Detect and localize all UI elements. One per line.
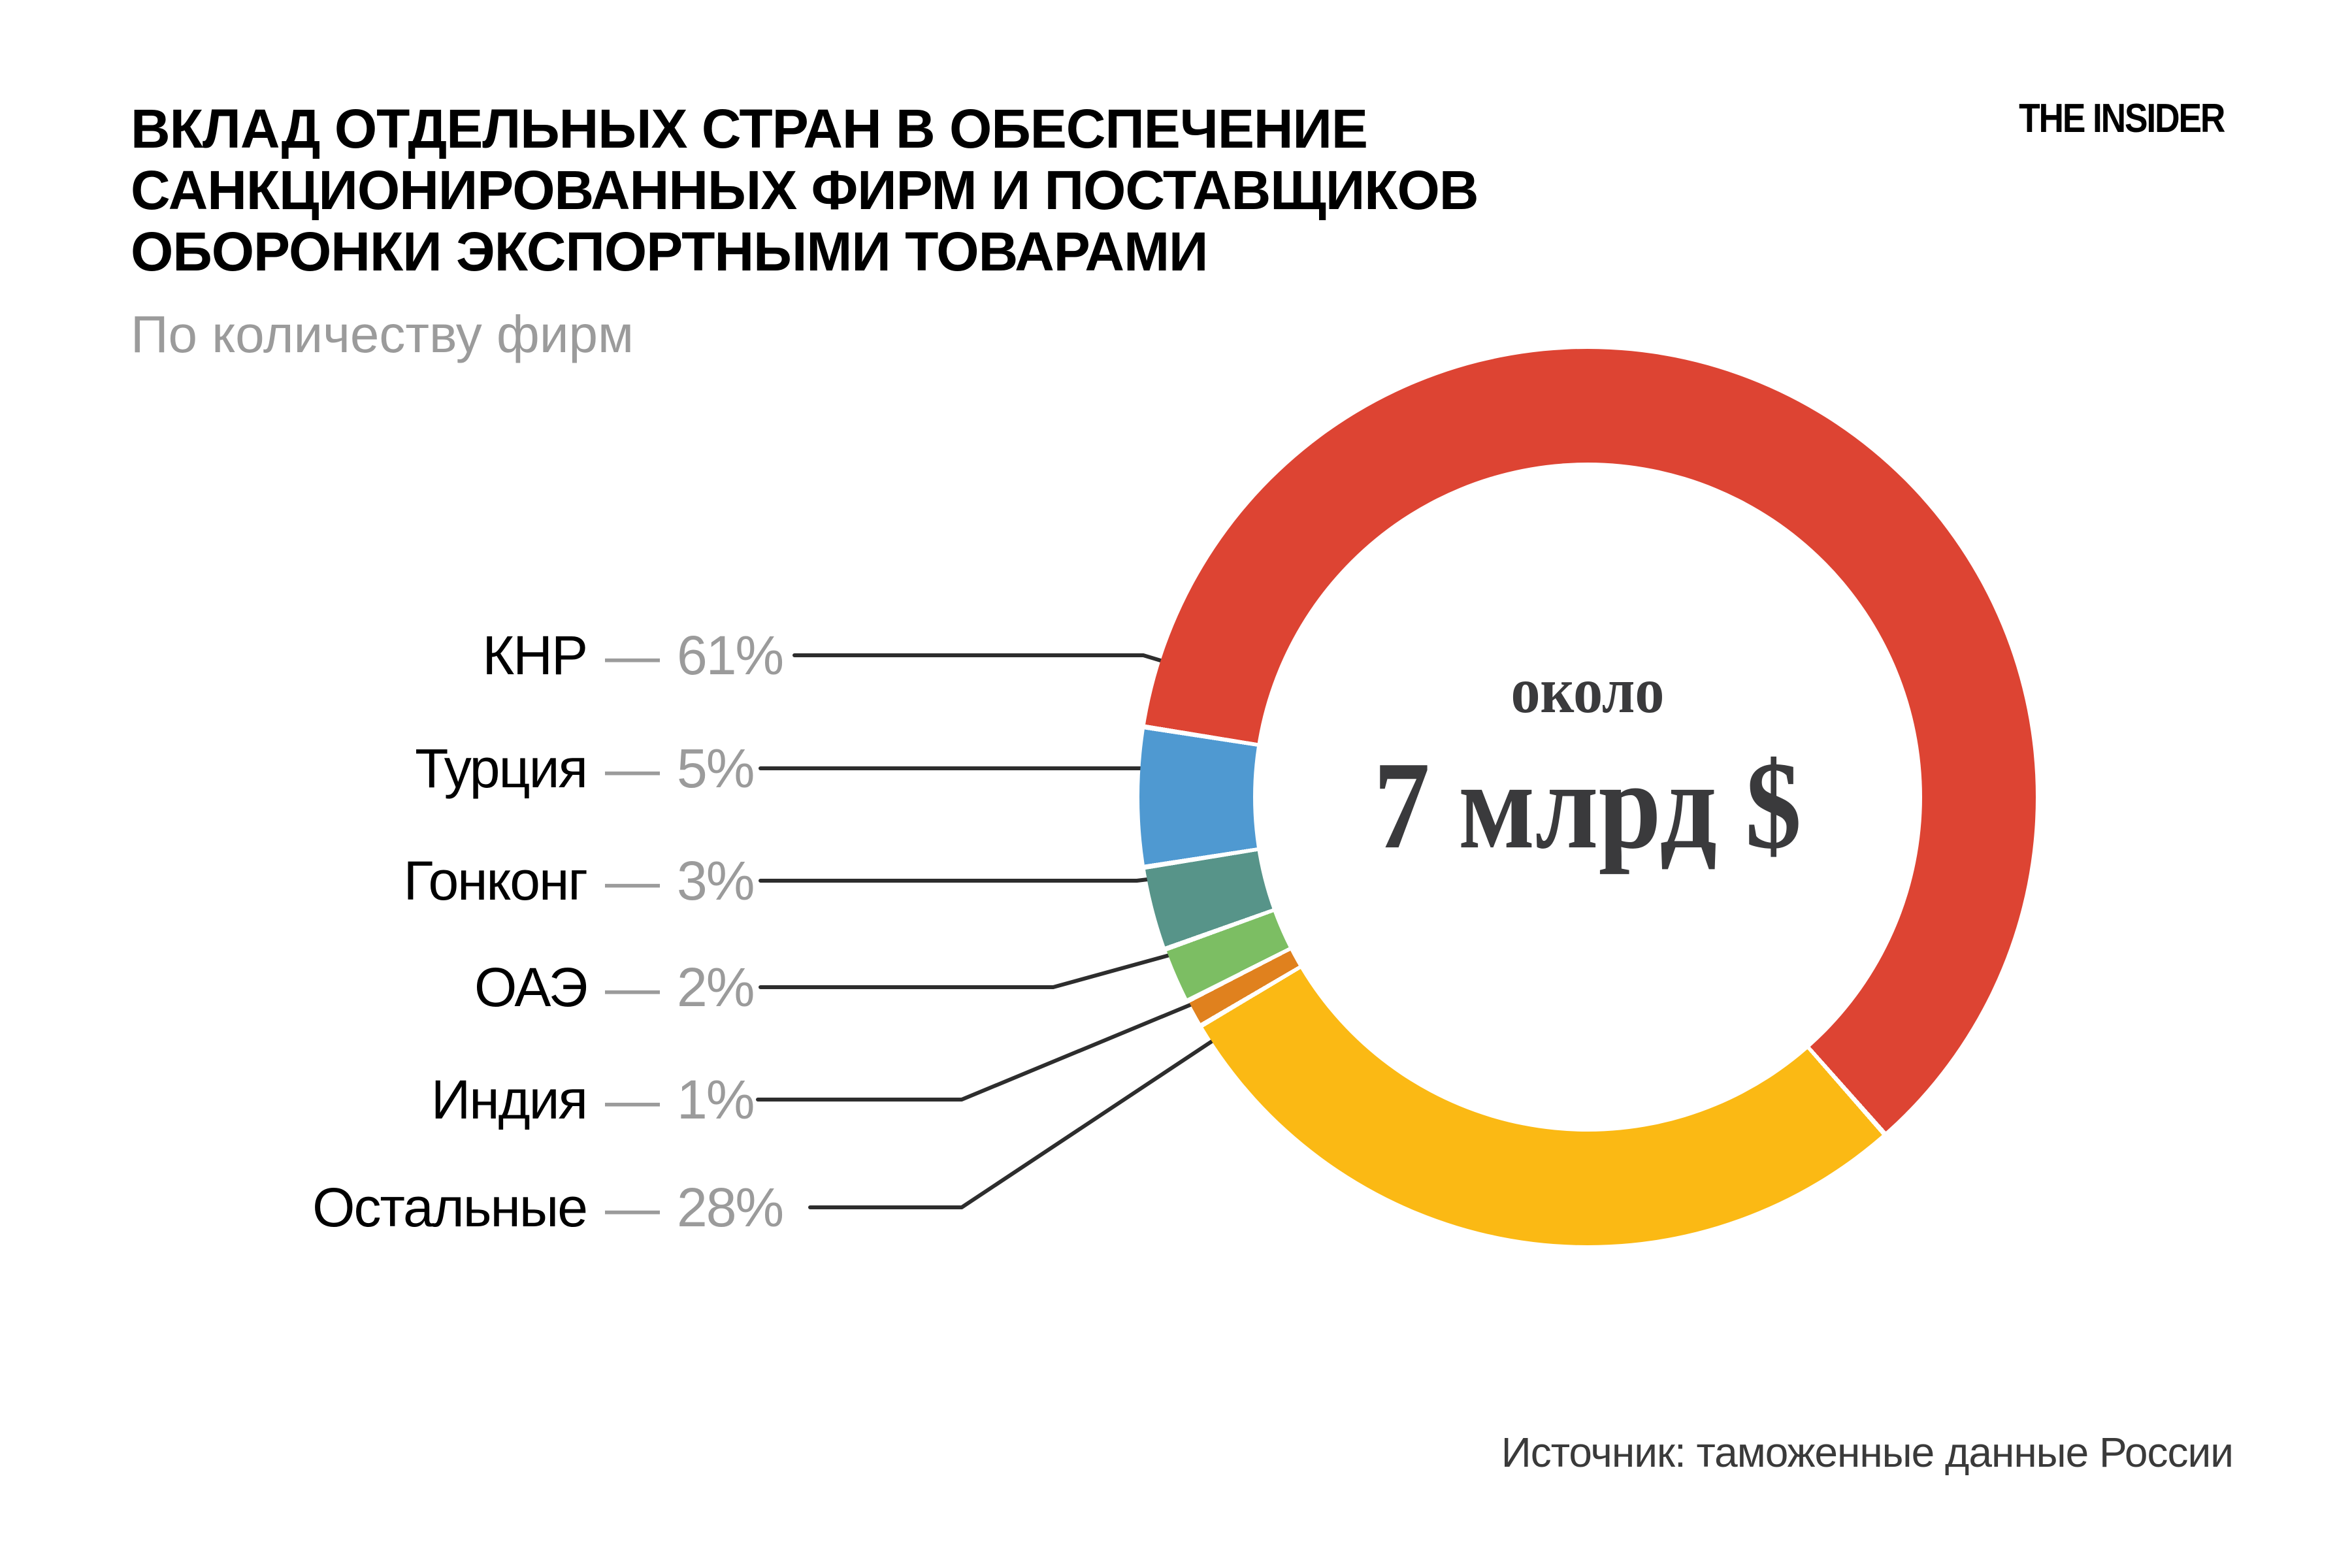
legend-label: Остальные bbox=[312, 1176, 588, 1238]
legend-row-uae: ОАЭ — 2% bbox=[125, 948, 802, 1026]
page-title-line-2: САНКЦИОНИРОВАННЫХ ФИРМ И ПОСТАВЩИКОВ bbox=[131, 159, 1478, 221]
leader-line-others bbox=[808, 1004, 1267, 1209]
donut-center-value: 7 млрд $ bbox=[1373, 736, 1802, 875]
legend-dash: — bbox=[605, 956, 660, 1018]
leader-line-uae bbox=[759, 936, 1233, 989]
legend-label: Турция bbox=[415, 737, 588, 799]
brand-logo: THE INSIDER bbox=[2018, 96, 2225, 141]
leader-line-india bbox=[756, 981, 1246, 1102]
leader-line-knr bbox=[792, 653, 1204, 675]
legend-value: 3% bbox=[677, 849, 755, 911]
legend-label: Индия bbox=[431, 1068, 588, 1130]
page-title-line-1: ВКЛАД ОТДЕЛЬНЫХ СТРАН В ОБЕСПЕЧЕНИЕ bbox=[131, 98, 1368, 159]
legend-row-india: Индия — 1% bbox=[125, 1060, 802, 1139]
legend-value: 61% bbox=[677, 624, 784, 686]
legend-value: 1% bbox=[677, 1068, 755, 1130]
chart-subtitle: По количеству фирм bbox=[131, 305, 634, 363]
source-caption: Источник: таможенные данные России bbox=[1501, 1429, 2234, 1476]
legend-row-turkey: Турция — 5% bbox=[125, 729, 802, 808]
legend-dash: — bbox=[605, 849, 660, 911]
donut-center-prefix: около bbox=[1511, 654, 1665, 727]
legend-dash: — bbox=[605, 1176, 660, 1238]
legend-value: 5% bbox=[677, 737, 755, 799]
legend-label: КНР bbox=[482, 624, 588, 686]
donut-chart: около 7 млрд $ bbox=[1139, 349, 2036, 1245]
legend-label: ОАЭ bbox=[474, 956, 588, 1018]
donut-center-label: около 7 млрд $ bbox=[1373, 658, 1801, 868]
legend-value: 2% bbox=[677, 956, 755, 1018]
legend-dash: — bbox=[605, 1068, 660, 1130]
legend-row-hongkong: Гонконг — 3% bbox=[125, 841, 802, 920]
legend-row-knr: КНР — 61% bbox=[125, 616, 802, 694]
page-title: ВКЛАД ОТДЕЛЬНЫХ СТРАН В ОБЕСПЕЧЕНИЕ САНК… bbox=[131, 98, 1478, 282]
legend-row-others: Остальные — 28% bbox=[125, 1168, 802, 1247]
page-title-line-3: ОБОРОНКИ ЭКСПОРТНЫМИ ТОВАРАМИ bbox=[131, 221, 1208, 282]
legend-dash: — bbox=[605, 737, 660, 799]
legend-label: Гонконг bbox=[403, 849, 588, 911]
legend-dash: — bbox=[605, 624, 660, 686]
leader-line-hongkong bbox=[759, 871, 1204, 883]
legend-value: 28% bbox=[677, 1176, 784, 1238]
donut-hole: около 7 млрд $ bbox=[1253, 463, 1922, 1132]
